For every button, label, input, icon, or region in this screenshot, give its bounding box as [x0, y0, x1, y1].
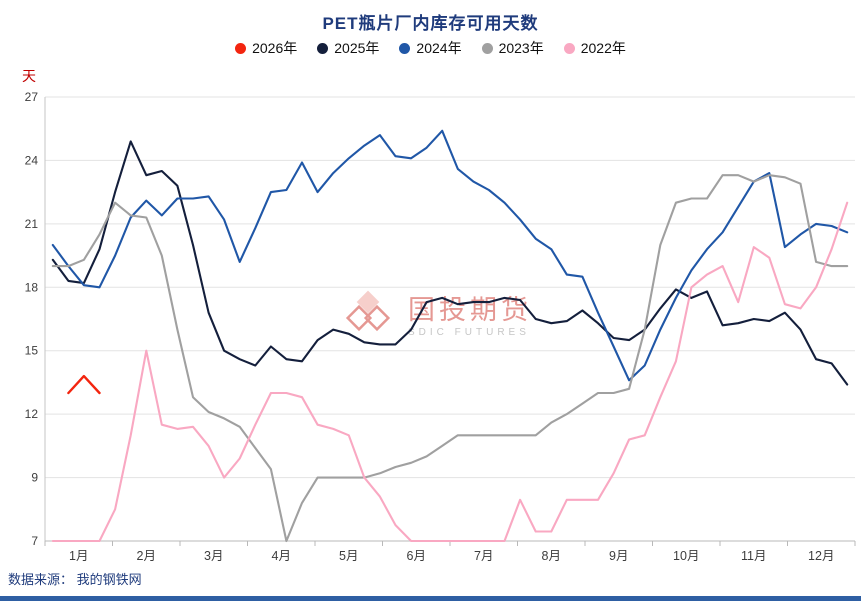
y-tick-label: 9	[31, 471, 38, 485]
data-source-note: 数据来源： 我的钢铁网	[8, 572, 142, 587]
x-tick-label: 12月	[808, 549, 834, 563]
legend-item-2025: 2025年	[317, 38, 379, 58]
y-tick-label: 12	[25, 407, 39, 421]
legend-marker-icon	[399, 42, 411, 54]
x-tick-label: 10月	[673, 549, 699, 563]
legend-item-2022: 2022年	[563, 38, 626, 58]
x-tick-label: 2月	[137, 549, 156, 563]
legend-marker-icon	[481, 42, 493, 54]
y-tick-label: 18	[25, 280, 39, 294]
legend-item-2023: 2023年	[481, 38, 544, 58]
x-tick-label: 1月	[69, 549, 88, 563]
y-axis-unit-label: 天	[22, 68, 36, 84]
x-tick-label: 7月	[474, 549, 493, 563]
legend-marker-icon	[563, 42, 575, 54]
legend-label: 2024年	[416, 40, 462, 56]
bottom-accent-bar	[0, 596, 861, 601]
series-line-2025	[51, 140, 849, 386]
legend-marker-icon	[317, 42, 329, 54]
legend-label: 2022年	[580, 40, 626, 56]
x-tick-label: 9月	[609, 549, 628, 563]
legend-label: 2023年	[498, 40, 544, 56]
x-tick-label: 3月	[204, 549, 223, 563]
x-tick-label: 4月	[272, 549, 291, 563]
chart-title: PET瓶片厂内库存可用天数	[322, 14, 539, 33]
y-tick-label: 24	[25, 153, 39, 167]
series-line-2023	[51, 174, 849, 543]
y-tick-label: 15	[25, 344, 39, 358]
legend-marker-icon	[235, 42, 247, 54]
x-tick-label: 11月	[741, 549, 766, 563]
x-tick-label: 5月	[339, 549, 358, 563]
legend-label: 2025年	[334, 40, 380, 56]
series-line-2026	[67, 374, 101, 395]
y-tick-label: 27	[25, 90, 39, 104]
series-line-2024	[51, 129, 849, 382]
x-tick-label: 6月	[407, 549, 426, 563]
y-tick-label: 21	[25, 217, 39, 231]
y-tick-label: 7	[31, 534, 38, 548]
series-line-2022	[51, 201, 849, 543]
legend-label: 2026年	[252, 40, 298, 56]
legend-item-2024: 2024年	[399, 38, 462, 58]
x-tick-label: 8月	[542, 549, 561, 563]
legend-item-2026: 2026年	[235, 38, 297, 58]
chart-legend: 2026年 2025年 2024年 2023年 2022年	[0, 38, 861, 58]
